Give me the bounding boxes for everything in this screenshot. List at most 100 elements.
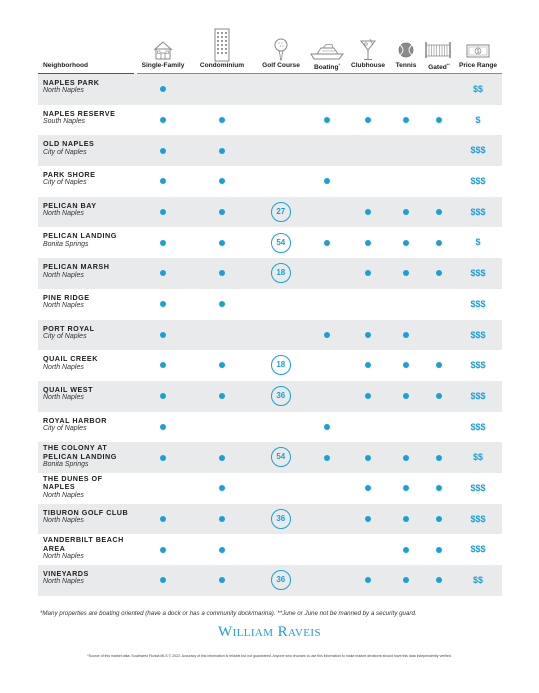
neighborhood-name: TIBURON GOLF CLUB North Naples bbox=[43, 508, 128, 526]
gated-dot bbox=[436, 485, 442, 492]
price-range: $ bbox=[475, 114, 481, 125]
tennis-dot bbox=[403, 546, 409, 553]
clubhouse-dot bbox=[365, 239, 371, 246]
golf-holes-badge: 18 bbox=[270, 355, 291, 376]
neighborhood-name-line: PORT ROYAL bbox=[43, 323, 95, 333]
clubhouse-dot bbox=[365, 116, 371, 123]
neighborhood-name: PELICAN LANDING Bonita Springs bbox=[43, 232, 117, 249]
table-row: PELICAN LANDING Bonita Springs 54 $ bbox=[38, 227, 502, 258]
single-family-dot bbox=[160, 116, 166, 123]
boating-dot bbox=[324, 239, 330, 246]
tennis-dot bbox=[403, 209, 409, 216]
neighborhood-name: PELICAN BAY North Naples bbox=[43, 201, 97, 219]
neighborhood-location: North Naples bbox=[43, 363, 84, 371]
table-row: TIBURON GOLF CLUB North Naples 36 $$$ bbox=[38, 503, 502, 535]
header-gated-mark: ** bbox=[446, 62, 450, 67]
single-family-dot bbox=[160, 546, 166, 553]
single-family-dot bbox=[160, 393, 166, 400]
logo-r: R bbox=[277, 624, 289, 640]
price-range: $$ bbox=[472, 84, 484, 94]
neighborhood-location: North Naples bbox=[43, 517, 84, 525]
gated-dot bbox=[436, 577, 442, 584]
price-range: $$$ bbox=[470, 390, 486, 401]
single-family-dot bbox=[160, 209, 166, 216]
table-row: THE DUNES OF NAPLES North Naples $$$ bbox=[38, 473, 502, 504]
tennis-dot bbox=[403, 393, 409, 400]
neighborhood-name: VINEYARDS North Naples bbox=[43, 569, 89, 587]
neighborhood-name-line: QUAIL CREEK bbox=[43, 354, 98, 364]
svg-text:$: $ bbox=[477, 49, 480, 55]
neighborhood-name: QUAIL CREEK North Naples bbox=[43, 354, 98, 372]
boating-dot bbox=[324, 423, 330, 430]
neighborhood-location: North Naples bbox=[43, 578, 84, 586]
single-family-dot bbox=[160, 301, 166, 308]
tennis-dot bbox=[403, 270, 409, 277]
boating-dot bbox=[324, 178, 330, 185]
column-headers: Neighborhood Single-Family Condominium G… bbox=[0, 62, 539, 76]
header-rule-gray bbox=[38, 73, 134, 74]
clubhouse-dot bbox=[365, 515, 371, 522]
neighborhood-name-line: PELICAN MARSH bbox=[43, 262, 110, 272]
neighborhood-location: North Naples bbox=[43, 491, 84, 499]
logo-aveis: AVEIS bbox=[288, 627, 321, 639]
table-row: ROYAL HARBOR City of Naples $$$ bbox=[38, 412, 502, 443]
neighborhood-location: North Naples bbox=[43, 394, 84, 402]
neighborhood-name: QUAIL WEST North Naples bbox=[43, 385, 93, 403]
neighborhood-name-line: THE DUNES OF bbox=[43, 473, 103, 483]
neighborhood-name: PARK SHORE City of Naples bbox=[43, 170, 96, 188]
neighborhood-location: Bonita Springs bbox=[43, 240, 89, 248]
condominium-dot bbox=[219, 362, 225, 369]
price-range: $ bbox=[475, 237, 481, 248]
gated-dot bbox=[436, 270, 442, 277]
gated-dot bbox=[436, 362, 442, 369]
neighborhood-name-line: PELICAN LANDING bbox=[43, 231, 117, 241]
neighborhood-location: North Naples bbox=[43, 271, 84, 279]
single-family-dot bbox=[160, 331, 166, 338]
price-range: $$$ bbox=[470, 268, 486, 279]
neighborhood-location: North Naples bbox=[43, 210, 84, 218]
tennis-ball-icon bbox=[398, 42, 414, 58]
gated-dot bbox=[436, 546, 442, 553]
building-icon bbox=[214, 28, 230, 62]
neighborhood-table: NAPLES PARK North Naples $$ NAPLES RESERVE S… bbox=[38, 74, 502, 596]
neighborhood-name-line: NAPLES bbox=[43, 482, 76, 492]
cocktail-icon bbox=[360, 39, 376, 60]
gated-dot bbox=[436, 239, 442, 246]
tennis-dot bbox=[403, 239, 409, 246]
table-row: VINEYARDS North Naples 36 $$ bbox=[38, 565, 502, 596]
golf-holes-badge: 54 bbox=[270, 447, 291, 468]
neighborhood-location: City of Naples bbox=[43, 332, 87, 340]
neighborhood-location: South Naples bbox=[43, 118, 86, 126]
condominium-dot bbox=[219, 454, 225, 461]
neighborhood-name-line: VANDERBILT BEACH bbox=[43, 535, 124, 545]
neighborhood-name: PELICAN MARSH North Naples bbox=[43, 262, 110, 280]
tennis-dot bbox=[403, 577, 409, 584]
condominium-dot bbox=[219, 577, 225, 584]
golf-holes-badge: 18 bbox=[270, 263, 291, 284]
clubhouse-dot bbox=[365, 485, 371, 492]
condominium-dot bbox=[219, 178, 225, 185]
single-family-dot bbox=[160, 454, 166, 461]
gated-dot bbox=[436, 454, 442, 461]
boating-dot bbox=[324, 331, 330, 338]
price-range: $$$ bbox=[470, 176, 486, 187]
table-row: PINE RIDGE North Naples $$$ bbox=[38, 289, 502, 320]
tennis-dot bbox=[403, 515, 409, 522]
neighborhood-name-line: NAPLES RESERVE bbox=[43, 108, 116, 118]
neighborhood-name-line: PARK SHORE bbox=[43, 170, 96, 180]
golf-ball-icon bbox=[274, 38, 288, 61]
neighborhood-name: ROYAL HARBOR City of Naples bbox=[43, 416, 107, 434]
price-range: $$$ bbox=[470, 421, 486, 432]
clubhouse-dot bbox=[365, 209, 371, 216]
table-row: QUAIL CREEK North Naples 18 $$$ bbox=[38, 350, 502, 381]
golf-holes-badge: 36 bbox=[270, 386, 291, 407]
price-range: $$ bbox=[472, 452, 484, 463]
table-row: NAPLES RESERVE South Naples $ bbox=[38, 105, 502, 136]
william-raveis-logo: WILLIAM RAVEIS bbox=[0, 624, 539, 641]
table-row: QUAIL WEST North Naples 36 $$$ bbox=[38, 380, 502, 412]
price-range: $$$ bbox=[470, 298, 486, 309]
disclaimer: *Source of this market data: Southwest F… bbox=[87, 654, 452, 658]
tennis-dot bbox=[403, 331, 409, 338]
golf-holes-badge: 27 bbox=[270, 201, 291, 222]
table-row: OLD NAPLES City of Naples $$$ bbox=[38, 135, 502, 167]
